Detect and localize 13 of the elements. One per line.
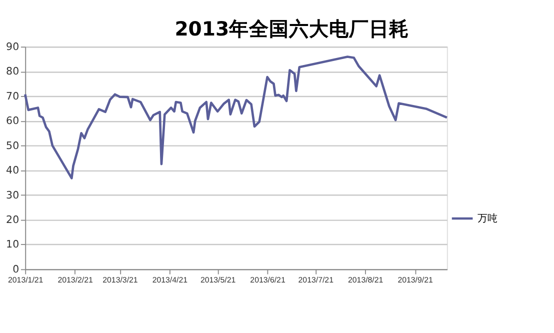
y-tick-label: 80 xyxy=(6,66,20,78)
chart-title: 2013年全国六大电厂日耗 xyxy=(174,17,410,40)
y-tick-label: 60 xyxy=(6,115,20,128)
y-tick-label: 90 xyxy=(6,40,20,53)
y-tick-label: 10 xyxy=(6,238,20,251)
y-tick-label: 20 xyxy=(6,214,20,226)
y-tick-label: 30 xyxy=(6,189,20,202)
legend-label: 万吨 xyxy=(478,212,498,224)
y-tick-label: 70 xyxy=(6,90,20,102)
y-tick-label: 50 xyxy=(6,140,20,152)
y-tick-label: 40 xyxy=(6,164,20,177)
y-tick-label: 0 xyxy=(12,263,20,276)
line-series xyxy=(24,56,448,180)
